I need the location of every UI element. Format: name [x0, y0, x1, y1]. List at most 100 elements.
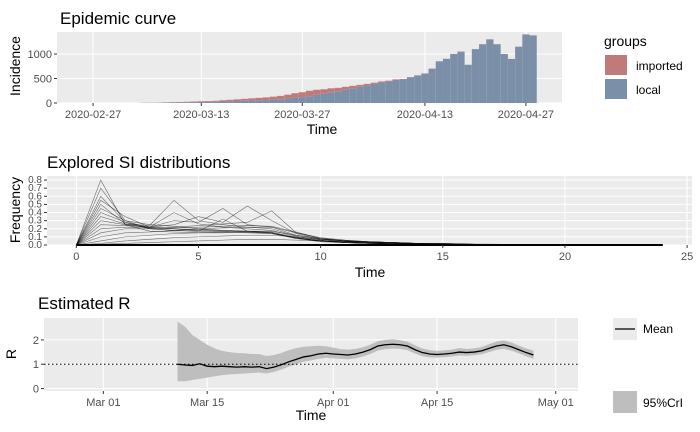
x-tick-label: 10 [315, 251, 327, 263]
bar-local [341, 89, 350, 103]
estimated-r-title: Estimated R [38, 294, 131, 313]
y-tick-label: 0 [46, 98, 52, 110]
bar-local [363, 85, 371, 103]
estimated-r-credible-interval [177, 321, 534, 382]
bar-local [442, 58, 451, 103]
y-tick-label: 0.5 [28, 199, 42, 210]
bar-local [313, 94, 321, 103]
bar-imported [298, 92, 306, 98]
legend-key-crl [613, 391, 637, 413]
y-tick-label: 2 [33, 335, 39, 347]
bar-local [327, 92, 335, 103]
x-tick-label: Mar 01 [86, 397, 120, 409]
bar-imported [284, 94, 292, 99]
bar-imported [349, 85, 357, 89]
bar-local [183, 102, 191, 103]
bar-local [450, 54, 458, 103]
bar-imported [334, 87, 342, 92]
si-distributions-y-label: Frequency [7, 177, 23, 243]
x-tick-label: Apr 01 [317, 397, 349, 409]
bar-local [298, 97, 306, 103]
bar-imported [385, 80, 393, 82]
bar-imported [248, 98, 256, 101]
bar-imported [363, 83, 371, 86]
bar-local [507, 58, 516, 103]
x-tick-label: 2020-03-27 [274, 109, 330, 121]
bar-imported [370, 82, 379, 84]
bar-imported [204, 101, 213, 103]
epidemic-curve-y-axis: 0 500 1000 [28, 49, 57, 110]
y-tick-label: 0 [33, 384, 39, 396]
bar-local [269, 99, 278, 103]
estimated-r-x-axis: Mar 01 Mar 15 Apr 01 Apr 15 May 01 [86, 391, 574, 409]
estimated-r-mean-line [177, 343, 534, 370]
bar-local [479, 44, 487, 103]
bar-local [291, 97, 299, 103]
bar-imported [356, 84, 364, 87]
x-tick-label: May 01 [538, 397, 574, 409]
bar-imported [269, 96, 278, 100]
y-tick-label: 0.4 [28, 208, 42, 219]
x-tick-label: 2020-02-27 [65, 109, 121, 121]
bar-local [277, 99, 285, 103]
y-tick-label: 0.7 [28, 183, 42, 194]
bar-local [378, 82, 386, 103]
legend-label-imported: imported [636, 59, 683, 73]
si-distributions-x-axis: 0 5 10 15 20 25 [73, 245, 693, 263]
x-tick-label: Mar 15 [190, 397, 224, 409]
x-tick-label: 25 [681, 251, 693, 263]
bar-imported [262, 97, 270, 101]
bar-local [385, 81, 393, 103]
bar-imported [320, 89, 328, 94]
mean-line [177, 343, 534, 370]
bar-imported [190, 101, 198, 103]
bar-imported [305, 90, 314, 97]
y-tick-label: 0.3 [28, 216, 42, 227]
bar-local [320, 93, 328, 103]
y-tick-label: 0.6 [28, 191, 42, 202]
bar-local [349, 88, 357, 103]
bar-local [435, 61, 443, 103]
bar-local [305, 96, 314, 103]
x-tick-label: 2020-03-13 [173, 109, 229, 121]
si-distributions-x-label: Time [355, 264, 386, 280]
bar-imported [341, 86, 350, 90]
bar-local [176, 102, 184, 103]
si-distributions-panel: Explored SI distributions 0.00.10.20.30.… [7, 153, 693, 280]
bar-local [284, 98, 292, 103]
bar-local [529, 35, 537, 104]
credible-interval-band [177, 321, 534, 382]
bar-local [204, 102, 213, 103]
estimated-r-panel: Estimated R 0 1 2 Mar 01 Mar 15 Apr 01 Apr 15… [3, 294, 683, 423]
x-tick-label: Apr 15 [421, 397, 453, 409]
bar-local [219, 101, 227, 103]
y-tick-label: 0.8 [28, 175, 42, 186]
legend-key-local [605, 79, 627, 99]
bar-local [464, 64, 472, 103]
epidemic-curve-title: Epidemic curve [60, 9, 176, 28]
bar-local [428, 68, 436, 103]
legend-label-mean: Mean [643, 322, 673, 336]
bar-local [233, 101, 241, 103]
epidemic-curve-x-axis: 2020-02-27 2020-03-13 2020-03-27 2020-04-13… [65, 103, 554, 121]
bar-local [248, 100, 256, 103]
legend-label-local: local [636, 83, 661, 97]
legend-label-crl: 95%CrI [643, 396, 683, 410]
bar-local [471, 49, 480, 103]
bar-local [414, 75, 422, 103]
si-distributions-title: Explored SI distributions [47, 153, 230, 172]
bar-imported [197, 101, 205, 103]
bar-imported [313, 89, 321, 95]
epidemic-curve-x-label: Time [307, 121, 338, 137]
y-tick-label: 0.0 [28, 240, 42, 251]
si-distributions-y-axis: 0.00.10.20.30.40.50.60.70.8 [28, 175, 47, 251]
bar-imported [255, 97, 263, 101]
si-distributions-plot-background [47, 176, 692, 245]
bar-imported [219, 100, 227, 102]
bar-local [226, 101, 234, 103]
epidemic-curve-y-label: Incidence [7, 36, 23, 96]
x-tick-label: 15 [437, 251, 449, 263]
estimated-r-x-label: Time [296, 407, 327, 423]
bar-imported [327, 88, 335, 93]
